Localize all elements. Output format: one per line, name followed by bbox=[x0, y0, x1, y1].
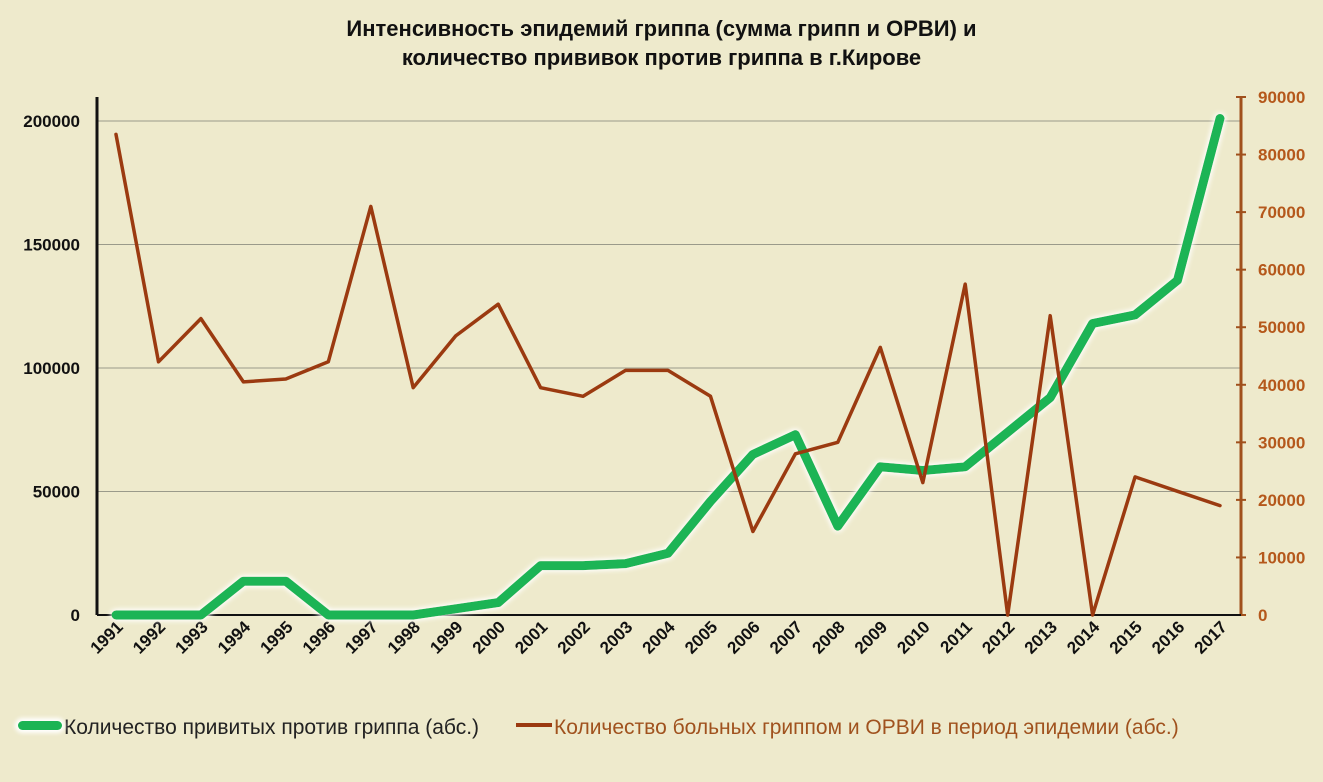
gridlines bbox=[97, 120, 1241, 492]
legend-label-sick: Количество больных гриппом и ОРВИ в пери… bbox=[554, 716, 1179, 739]
right-tick-label: 10000 bbox=[1258, 548, 1305, 567]
right-tick-label: 50000 bbox=[1258, 318, 1305, 337]
left-tick-label: 100000 bbox=[23, 359, 80, 378]
tick-labels: 0 50000 100000 150000 200000 0 10000 20000 30000… bbox=[23, 88, 1305, 658]
x-tick-label: 2011 bbox=[937, 617, 977, 657]
legend-swatch-sick bbox=[516, 723, 552, 728]
chart-title-line-1: Интенсивность эпидемий гриппа (сумма гри… bbox=[346, 16, 977, 41]
chart-plot: 0 50000 100000 150000 200000 0 10000 20000 30000… bbox=[23, 88, 1305, 658]
x-tick-label: 2013 bbox=[1021, 617, 1061, 657]
chart-title: Интенсивность эпидемий гриппа (сумма гри… bbox=[0, 14, 1323, 72]
x-tick-label: 1998 bbox=[384, 617, 424, 657]
right-tick-label: 20000 bbox=[1258, 491, 1305, 510]
x-tick-label: 2006 bbox=[724, 617, 764, 657]
axes bbox=[95, 96, 1246, 616]
x-tick-label: 2001 bbox=[511, 617, 551, 657]
left-tick-label: 0 bbox=[71, 606, 80, 625]
x-tick-label: 2003 bbox=[596, 617, 636, 657]
x-tick-label: 2009 bbox=[851, 617, 891, 657]
left-tick-label: 150000 bbox=[23, 236, 80, 255]
right-tick-label: 0 bbox=[1258, 606, 1267, 625]
x-tick-label: 2010 bbox=[893, 617, 933, 657]
right-tick-label: 90000 bbox=[1258, 88, 1305, 107]
chart-title-line-2: количество прививок против гриппа в г.Ки… bbox=[401, 45, 922, 70]
left-tick-label: 50000 bbox=[33, 483, 80, 502]
x-tick-label: 2015 bbox=[1106, 617, 1146, 657]
x-tick-label: 1992 bbox=[129, 617, 169, 657]
legend-item-vaccinated: Количество привитых против гриппа (абс.) bbox=[18, 714, 508, 741]
x-tick-label: 2016 bbox=[1148, 617, 1188, 657]
x-tick-label: 1993 bbox=[172, 617, 212, 657]
x-tick-label: 2000 bbox=[469, 617, 509, 657]
x-tick-label: 2004 bbox=[639, 617, 680, 658]
legend-swatch-vaccinated bbox=[18, 720, 62, 730]
x-tick-label: 1994 bbox=[214, 617, 255, 658]
right-tick-label: 60000 bbox=[1258, 261, 1305, 280]
right-tick-label: 40000 bbox=[1258, 376, 1305, 395]
legend-label-vaccinated: Количество привитых против гриппа (абс.) bbox=[64, 716, 480, 739]
x-tick-label: 2014 bbox=[1063, 617, 1104, 658]
legend-item-sick: Количество больных гриппом и ОРВИ в пери… bbox=[516, 714, 1316, 741]
x-tick-label: 1997 bbox=[341, 617, 381, 657]
series-line-vaccinated bbox=[111, 114, 1225, 620]
left-tick-label: 200000 bbox=[23, 112, 80, 131]
right-tick-label: 70000 bbox=[1258, 203, 1305, 222]
right-tick-label: 80000 bbox=[1258, 146, 1305, 165]
x-tick-label: 1995 bbox=[256, 617, 296, 657]
x-tick-label: 2012 bbox=[978, 617, 1018, 657]
x-tick-label: 2005 bbox=[681, 617, 721, 657]
x-tick-label: 1999 bbox=[426, 617, 466, 657]
series-lines bbox=[111, 114, 1225, 620]
right-tick-label: 30000 bbox=[1258, 433, 1305, 452]
x-tick-label: 2002 bbox=[554, 617, 594, 657]
x-tick-label: 2017 bbox=[1191, 617, 1231, 657]
series-line-sick bbox=[114, 132, 1222, 617]
x-tick-label: 2007 bbox=[766, 617, 806, 657]
x-tick-label: 2008 bbox=[808, 617, 848, 657]
x-tick-label: 1996 bbox=[299, 617, 339, 657]
x-tick-label: 1991 bbox=[87, 617, 127, 657]
